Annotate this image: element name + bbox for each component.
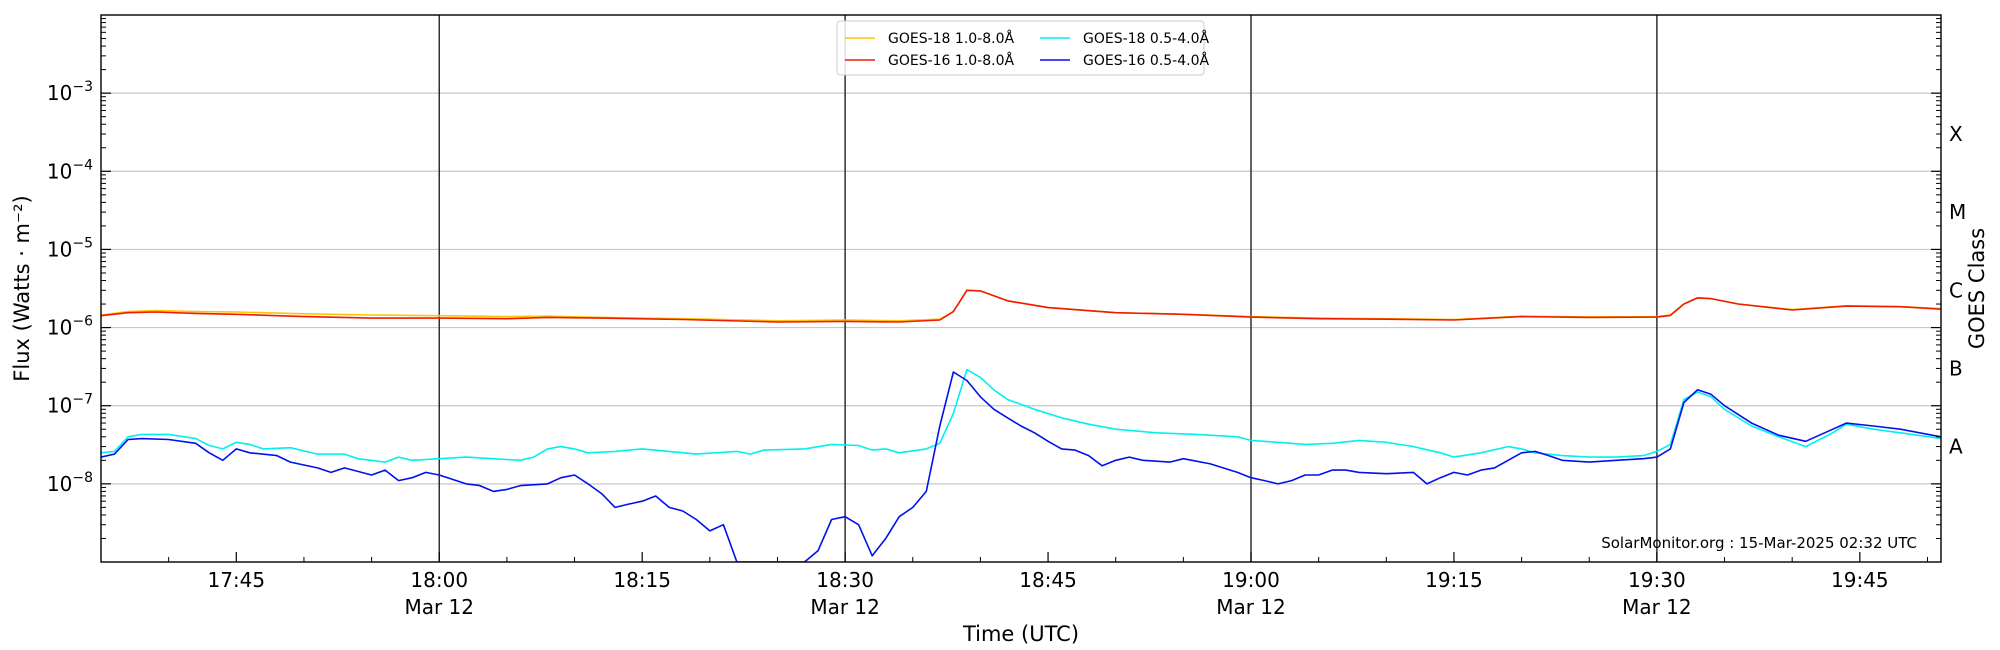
x-tick-label: 19:30 [1628, 568, 1686, 592]
y-tick-power: −5 [72, 235, 93, 251]
source-annotation: SolarMonitor.org : 15-Mar-2025 02:32 UTC [1601, 534, 1917, 552]
y-tick-label: 10−7 [47, 392, 93, 418]
y-tick-power: −6 [72, 314, 93, 330]
y-tick-base: 10 [47, 472, 72, 496]
series-line-4 [101, 371, 1941, 562]
x-tick-date-label: Mar 12 [1622, 595, 1692, 619]
y-axis-title: Flux (Watts · m⁻²) [10, 195, 34, 381]
legend-box [836, 20, 1205, 76]
series-line-2 [101, 289, 1941, 323]
y-tick-label: 10−5 [47, 235, 93, 261]
y-tick-power: −3 [72, 79, 93, 95]
x-tick-label: 19:00 [1222, 568, 1280, 592]
y-tick-label: 10−8 [47, 470, 93, 496]
legend-label: GOES-18 0.5-4.0Å [1083, 30, 1209, 47]
legend-label: GOES-18 1.0-8.0Å [888, 30, 1014, 47]
y-tick-base: 10 [47, 81, 72, 105]
y-tick-base: 10 [47, 237, 72, 261]
y-tick-label: 10−6 [47, 314, 93, 340]
x-tick-label: 19:15 [1425, 568, 1483, 592]
x-tick-date-label: Mar 12 [810, 595, 880, 619]
y-tick-label: 10−4 [47, 157, 93, 183]
y-tick-power: −4 [72, 157, 93, 173]
plot-frame [100, 14, 1942, 563]
series-layer [101, 289, 1941, 562]
y-tick-power: −8 [72, 470, 93, 486]
y-tick-label: 10−3 [47, 79, 93, 105]
y-axis-right-title: GOES Class [1965, 228, 1989, 349]
x-axis-title: Time (UTC) [962, 622, 1079, 646]
goes-class-label: A [1949, 435, 1963, 459]
x-tick-date-label: Mar 12 [404, 595, 474, 619]
legend-label: GOES-16 0.5-4.0Å [1083, 52, 1209, 69]
x-tick-label: 18:45 [1019, 568, 1077, 592]
chart-legend: GOES-18 1.0-8.0Å GOES-16 1.0-8.0Å GOES-18 … [836, 20, 1209, 76]
x-tick-label: 17:45 [207, 568, 265, 592]
vertical-lines-layer [438, 15, 1658, 562]
grid-layer [101, 92, 1941, 485]
goes-class-label: X [1949, 122, 1963, 146]
goes-class-layer: A B C M X [1949, 122, 1966, 459]
y-tick-base: 10 [47, 159, 72, 183]
series-line-3 [101, 368, 1941, 463]
x-tick-label: 18:00 [410, 568, 468, 592]
y-tick-base: 10 [47, 394, 72, 418]
y-tick-base: 10 [47, 316, 72, 340]
x-tick-label: 18:15 [613, 568, 671, 592]
x-tick-label: 18:30 [816, 568, 874, 592]
x-tick-label: 19:45 [1831, 568, 1889, 592]
x-tick-date-label: Mar 12 [1216, 595, 1286, 619]
goes-class-label: B [1949, 356, 1963, 380]
goes-class-label: C [1949, 278, 1963, 302]
legend-label: GOES-16 1.0-8.0Å [888, 52, 1014, 69]
goes-class-label: M [1949, 200, 1966, 224]
y-tick-power: −7 [72, 392, 93, 408]
